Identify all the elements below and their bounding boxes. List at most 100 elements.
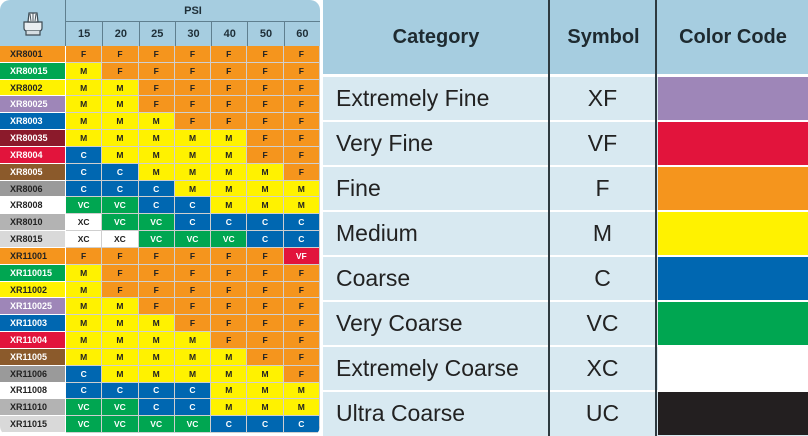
table-row: XR11006 C M M M M M F: [0, 365, 320, 383]
rating-cell: M: [174, 365, 212, 383]
rating-cell: F: [211, 46, 248, 63]
column-divider: [548, 0, 550, 436]
rating-cell: C: [283, 214, 320, 232]
legend-row: Extremely Coarse XC: [323, 347, 808, 390]
row-separator: [323, 300, 808, 302]
rating-cell: M: [211, 180, 248, 198]
rating-cell: F: [174, 281, 212, 299]
color-swatch: [658, 122, 808, 165]
psi-value: 25: [138, 22, 175, 46]
rating-cell: M: [138, 348, 175, 366]
symbol-label: VF: [587, 130, 618, 156]
rating-cell: F: [283, 46, 320, 63]
rating-cell: VC: [102, 214, 139, 232]
table-row: XR11001 F F F F F F VF: [0, 247, 320, 265]
rating-cell: M: [66, 113, 103, 131]
rating-cell: F: [138, 96, 175, 114]
rating-cell: F: [283, 264, 320, 282]
rating-cell: F: [138, 46, 175, 63]
rating-cell: C: [138, 180, 175, 198]
rating-cell: M: [247, 197, 284, 215]
rating-cell: VC: [138, 214, 175, 232]
psi-value: 20: [102, 22, 138, 46]
table-row: XR80025 M M F F F F F: [0, 96, 320, 114]
rating-cell: M: [174, 348, 212, 366]
rating-cell: C: [174, 399, 212, 417]
rating-cell: C: [211, 416, 248, 434]
rating-cell: M: [102, 365, 139, 383]
column-divider: [655, 0, 657, 436]
table-row: XR11010 VC VC C C M M M: [0, 399, 320, 417]
rating-cell: F: [138, 79, 175, 97]
psi-value: 60: [283, 22, 320, 46]
rating-cell: F: [211, 96, 248, 114]
rating-cell: C: [66, 146, 103, 164]
droplet-legend-table: Category Symbol Color Code Extremely Fin…: [323, 0, 808, 436]
rating-cell: C: [283, 231, 320, 248]
category-label: Ultra Coarse: [336, 400, 466, 426]
rating-cell: M: [102, 146, 139, 164]
nozzle-label: XR11003: [0, 315, 66, 333]
psi-value: 40: [211, 22, 247, 46]
nozzle-label: XR110015: [0, 264, 66, 282]
category-label: Extremely Fine: [336, 85, 490, 111]
rating-cell: F: [283, 348, 320, 366]
rating-cell: F: [211, 79, 248, 97]
psi-value: 30: [174, 22, 211, 46]
symbol-label: C: [594, 265, 611, 291]
rating-cell: F: [211, 332, 248, 349]
rating-cell: F: [247, 315, 284, 333]
rating-cell: VF: [283, 247, 320, 265]
chart-rows: XR8001 F F F F F F F XR80015 M F F F F F F XR8002 M M F F F F F…: [0, 46, 320, 434]
logo-cell: [0, 0, 66, 46]
chart-header: PSI 15 20 25 30 40 50 60: [0, 0, 320, 46]
nozzle-label: XR8002: [0, 79, 66, 97]
table-row: XR8002 M M F F F F F: [0, 79, 320, 97]
rating-cell: M: [138, 130, 175, 147]
symbol-label: VC: [586, 310, 619, 336]
rating-cell: M: [66, 332, 103, 349]
rating-cell: M: [66, 79, 103, 97]
rating-cell: M: [247, 365, 284, 383]
rating-cell: F: [66, 247, 103, 265]
legend-row: Very Coarse VC: [323, 302, 808, 345]
rating-cell: M: [66, 264, 103, 282]
rating-cell: F: [247, 79, 284, 97]
table-row: XR80015 M F F F F F F: [0, 62, 320, 80]
table-row: XR11002 M F F F F F F: [0, 281, 320, 299]
color-swatch: [658, 77, 808, 120]
rating-cell: M: [211, 382, 248, 400]
rating-cell: F: [283, 163, 320, 181]
rating-cell: VC: [174, 416, 212, 434]
rating-cell: M: [283, 382, 320, 400]
rating-cell: C: [66, 382, 103, 400]
rating-cell: M: [247, 382, 284, 400]
rating-cell: M: [211, 130, 248, 147]
nozzle-label: XR80025: [0, 96, 66, 114]
rating-cell: F: [102, 281, 139, 299]
rating-cell: VC: [102, 399, 139, 417]
rating-cell: M: [102, 298, 139, 316]
rating-cell: M: [211, 197, 248, 215]
table-row: XR8003 M M M F F F F: [0, 113, 320, 131]
rating-cell: F: [247, 281, 284, 299]
rating-cell: F: [138, 281, 175, 299]
rating-cell: M: [247, 180, 284, 198]
rating-cell: F: [102, 264, 139, 282]
symbol-label: F: [595, 175, 610, 201]
rating-cell: F: [247, 46, 284, 63]
table-row: XR11004 M M M M F F F: [0, 332, 320, 349]
rating-cell: C: [283, 416, 320, 434]
symbol-label: M: [592, 220, 613, 246]
rating-cell: C: [138, 382, 175, 400]
rating-cell: F: [211, 298, 248, 316]
rating-cell: M: [102, 315, 139, 333]
rating-cell: VC: [66, 416, 103, 434]
rating-cell: F: [211, 264, 248, 282]
psi-value: 15: [78, 28, 91, 40]
rating-cell: C: [66, 180, 103, 198]
table-row: XR110025 M M F F F F F: [0, 298, 320, 316]
rating-cell: M: [66, 96, 103, 114]
rating-cell: F: [174, 79, 212, 97]
rating-cell: M: [102, 130, 139, 147]
